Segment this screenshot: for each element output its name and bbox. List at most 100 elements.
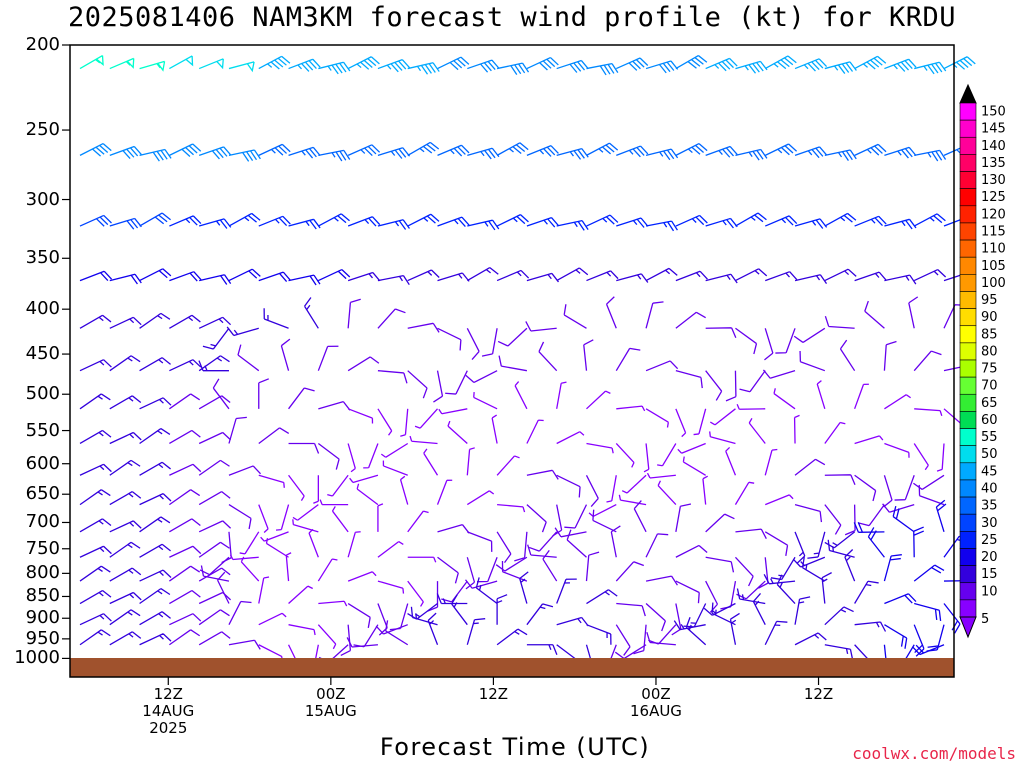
wind-barb xyxy=(752,592,766,625)
wind-barb xyxy=(586,442,614,454)
wind-barb xyxy=(317,345,339,371)
wind-barb xyxy=(169,55,194,70)
wind-barb xyxy=(496,628,528,646)
wind-barb xyxy=(377,147,411,159)
wind-barb xyxy=(481,328,498,357)
wind-barb xyxy=(79,463,112,476)
wind-barb xyxy=(109,591,142,605)
wind-barb xyxy=(465,557,476,590)
x-tick-line: 12Z xyxy=(478,685,509,703)
wind-barb xyxy=(736,580,766,600)
wind-barb xyxy=(729,612,740,645)
wind-barb xyxy=(491,414,498,444)
wind-barb xyxy=(824,474,856,485)
wind-barb xyxy=(477,557,498,583)
wind-barb xyxy=(913,443,929,471)
wind-barb xyxy=(496,214,529,227)
wind-barb xyxy=(566,529,587,558)
wind-barb xyxy=(467,531,493,552)
wind-barb xyxy=(139,543,171,558)
x-tick-line: 12Z xyxy=(153,685,183,703)
wind-barb xyxy=(621,474,647,494)
wind-barb xyxy=(497,503,526,513)
x-tick-marks xyxy=(167,677,820,685)
wind-barb xyxy=(139,60,166,72)
wind-barb xyxy=(399,475,409,505)
wind-barb xyxy=(497,327,528,347)
wind-barb xyxy=(867,527,885,558)
wind-barb xyxy=(229,554,259,561)
wind-barb xyxy=(735,148,768,161)
wind-barb xyxy=(109,273,142,285)
colorbar-swatch xyxy=(959,274,977,292)
x-tick-line: 2025 xyxy=(149,719,188,737)
wind-barb xyxy=(228,639,261,650)
wind-barb xyxy=(526,603,554,626)
wind-barb xyxy=(258,612,287,626)
wind-barb xyxy=(109,57,135,70)
wind-barb xyxy=(467,147,500,160)
wind-barb xyxy=(709,431,736,445)
wind-barb xyxy=(734,481,755,505)
colorbar-swatch xyxy=(959,239,977,258)
wind-barb xyxy=(854,383,869,410)
wind-barb xyxy=(764,328,774,361)
wind-barb xyxy=(703,602,736,616)
credit-link[interactable]: coolwx.com/models xyxy=(852,744,1016,763)
wind-barb xyxy=(445,370,468,395)
wind-barb xyxy=(556,431,585,445)
y-tick-label: 800 xyxy=(25,562,60,584)
wind-barb xyxy=(615,347,641,372)
wind-barb xyxy=(79,55,104,70)
colorbar-swatch xyxy=(959,599,977,618)
colorbar-label: 80 xyxy=(981,344,998,359)
colorbar-swatch xyxy=(959,291,977,309)
wind-barb xyxy=(643,443,650,473)
wind-barb xyxy=(739,370,766,393)
wind-barb xyxy=(645,360,679,372)
wind-barb xyxy=(525,321,557,332)
wind-barb xyxy=(824,149,857,161)
wind-barb xyxy=(139,516,171,533)
wind-barb xyxy=(884,394,911,410)
wind-barb xyxy=(908,296,919,329)
wind-barb xyxy=(347,531,361,558)
wind-barb xyxy=(614,644,647,660)
wind-barb xyxy=(645,267,678,282)
wind-barb xyxy=(526,272,560,283)
wind-barb xyxy=(936,443,945,472)
plot-frame xyxy=(69,44,955,678)
wind-barb xyxy=(764,448,778,476)
colorbar-label: 60 xyxy=(981,413,998,428)
wind-barb xyxy=(824,421,846,444)
wind-barb xyxy=(228,416,247,444)
x-tick-label: 00Z 15AUG xyxy=(291,686,371,720)
wind-barb xyxy=(854,55,887,70)
wind-barb xyxy=(437,272,470,282)
wind-barb xyxy=(884,442,910,458)
wind-barb xyxy=(318,600,348,607)
wind-barb xyxy=(304,297,319,329)
wind-barb xyxy=(657,443,677,467)
wind-barb xyxy=(308,528,319,558)
wind-barb xyxy=(407,510,429,533)
wind-barb xyxy=(616,57,649,71)
wind-barb xyxy=(734,556,754,587)
wind-barb xyxy=(913,213,946,227)
wind-barb xyxy=(793,414,800,444)
wind-barb xyxy=(615,561,645,582)
colorbar-label: 110 xyxy=(981,242,1006,257)
wind-barb xyxy=(735,528,767,539)
colorbar-label: 130 xyxy=(981,173,1006,188)
wind-barb xyxy=(762,369,796,379)
wind-barb xyxy=(226,326,259,337)
colorbar-label: 85 xyxy=(981,327,998,342)
colorbar-label: 20 xyxy=(981,550,998,565)
wind-barb xyxy=(794,632,827,646)
wind-barb xyxy=(677,442,706,454)
wind-barb xyxy=(564,504,588,529)
wind-barb xyxy=(735,212,767,227)
wind-barb xyxy=(198,360,229,372)
wind-barb xyxy=(467,219,500,231)
wind-barb xyxy=(645,603,667,632)
